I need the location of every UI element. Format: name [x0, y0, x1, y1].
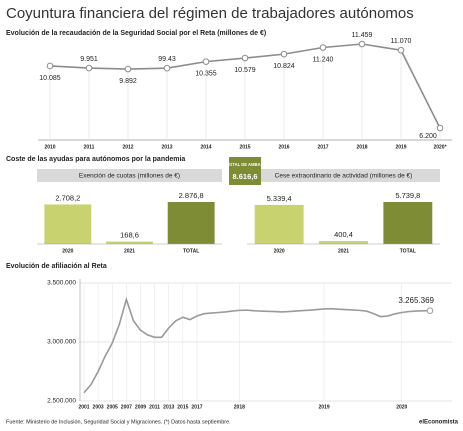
value-label: 6.200 [419, 133, 437, 140]
point [163, 64, 171, 72]
x-tick-label: 2003 [93, 404, 104, 410]
value-label: 9.951 [80, 56, 98, 63]
value-label: 10.085 [39, 75, 61, 82]
value-label: 11.240 [313, 56, 334, 63]
x-tick-label: 2012 [122, 144, 133, 150]
panel-header [37, 169, 222, 182]
brand: elEconomista [419, 420, 459, 426]
chart-title: Coste de las ayudas para autónomos por l… [6, 156, 185, 163]
x-tick-label: 2020 [62, 248, 73, 254]
point [426, 307, 434, 314]
x-tick-label: 2017 [191, 404, 202, 410]
value-label: 11.070 [391, 38, 412, 45]
source: Fuente: Ministerio de Inclusión, Segurid… [6, 419, 231, 425]
x-tick-label: 2021 [124, 248, 135, 254]
y-tick-label: 3.500.000 [47, 280, 76, 287]
x-tick-label: 2017 [317, 144, 328, 150]
line [83, 296, 431, 394]
bar [44, 204, 92, 244]
x-tick-label: 2020 [396, 404, 407, 410]
value-label: 9.892 [119, 78, 137, 85]
point [436, 124, 444, 132]
x-tick-label: 2007 [121, 404, 132, 410]
x-tick-label: 2018 [356, 144, 367, 150]
value-label: 5.339,4 [267, 194, 292, 203]
value-label: 3.265.369 [398, 296, 434, 305]
panel-title: Cese extraordinario de actividad (millon… [275, 173, 413, 180]
page-title: Coyuntura financiera del régimen de trab… [6, 5, 414, 22]
point [85, 64, 93, 72]
point [397, 46, 405, 54]
x-tick-label: 2014 [200, 144, 211, 150]
panel-header [247, 169, 440, 182]
value-label: 2.876,8 [179, 191, 204, 200]
x-tick-label: 2015 [177, 404, 188, 410]
value-label: 5.739,8 [395, 191, 420, 200]
value-label: 2.708,2 [55, 193, 80, 202]
value-label: 10.824 [273, 63, 295, 70]
x-tick-label: 2019 [319, 404, 330, 410]
x-tick-label: TOTAL [400, 248, 416, 254]
total-label: TOTAL DE AMBAS [227, 162, 264, 167]
value-label: 10.355 [195, 70, 217, 77]
y-tick-label: 3.000.000 [47, 339, 76, 346]
x-tick-label: 2013 [163, 404, 174, 410]
bar [167, 202, 215, 244]
x-tick-label: 2019 [395, 144, 406, 150]
point [358, 40, 366, 48]
bar [383, 202, 433, 244]
x-tick-label: 2018 [234, 404, 245, 410]
point [319, 44, 327, 51]
value-label: 400,4 [334, 230, 353, 239]
x-tick-label: 2005 [107, 404, 118, 410]
y-tick-label: 2.500.000 [47, 398, 76, 405]
chart-title: Evolución de afiliación al Reta [6, 263, 107, 270]
x-tick-label: TOTAL [183, 248, 199, 254]
x-tick-label: 2011 [84, 144, 95, 150]
x-tick-label: 2010 [44, 144, 55, 150]
point [46, 62, 54, 70]
x-tick-label: 2009 [135, 404, 146, 410]
value-label: 10.579 [234, 67, 256, 74]
value-label: 99.43 [158, 56, 176, 63]
total-value: 8.616,6 [232, 172, 257, 181]
value-label: 11.459 [352, 32, 373, 39]
bar [106, 241, 153, 244]
x-tick-label: 2013 [161, 144, 172, 150]
x-tick-label: 2016 [278, 144, 289, 150]
x-tick-label: 2020* [433, 144, 446, 150]
x-tick-label: 2015 [239, 144, 250, 150]
total-badge [229, 157, 261, 185]
x-tick-label: 2021 [338, 248, 349, 254]
value-label: 168,6 [120, 231, 139, 240]
chart-title: Evolución de la recaudación de la Seguri… [6, 30, 266, 37]
x-tick-label: 2001 [78, 404, 89, 410]
bar [319, 241, 368, 244]
point [241, 54, 249, 62]
point [202, 58, 210, 65]
x-tick-label: 2020 [274, 248, 285, 254]
bar [254, 204, 304, 244]
point [124, 65, 132, 73]
x-tick-label: 2011 [149, 404, 160, 410]
point [280, 50, 288, 58]
panel-title: Exención de cuotas (millones de €) [79, 173, 180, 180]
